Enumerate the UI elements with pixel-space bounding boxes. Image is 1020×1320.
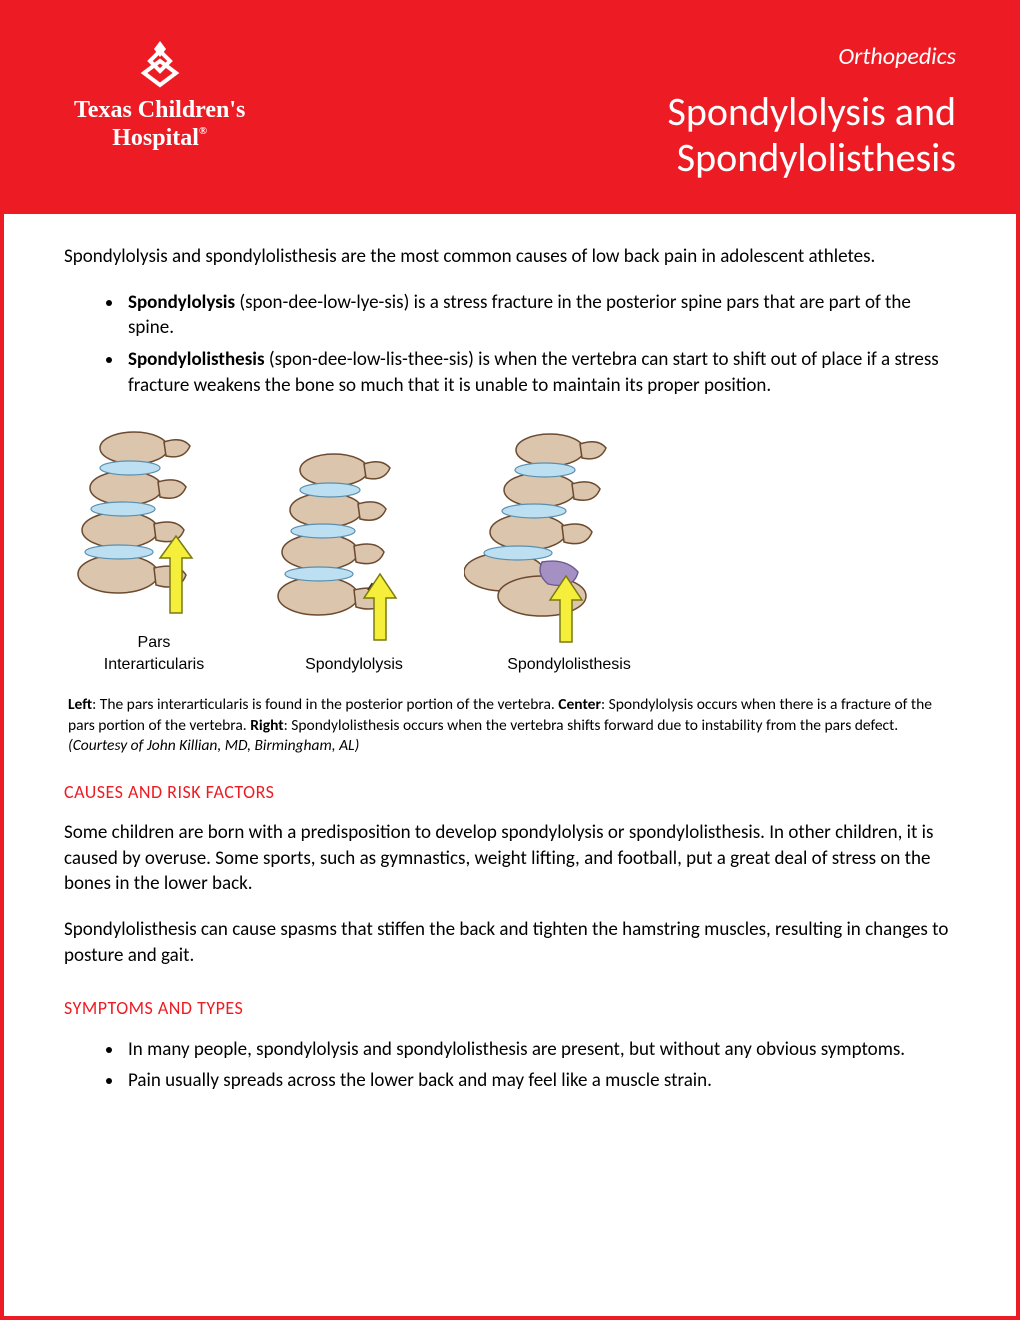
document-body: Spondylolysis and spondylolisthesis are … xyxy=(4,214,1016,1120)
logo-icon xyxy=(130,39,190,89)
header-banner: Texas Children's Hospital® Orthopedics S… xyxy=(4,4,1016,214)
body-paragraph: Some children are born with a predisposi… xyxy=(64,820,956,897)
figure-label: Pars Interarticularis xyxy=(104,632,204,675)
definition-item: Spondylolysis (spon-dee-low-lye-sis) is … xyxy=(124,290,956,341)
hospital-logo: Texas Children's Hospital® xyxy=(74,39,245,152)
figure-label: Spondylolisthesis xyxy=(507,654,631,676)
symptoms-list: In many people, spondylolysis and spondy… xyxy=(64,1037,956,1094)
department-label: Orthopedics xyxy=(667,42,956,71)
list-item: Pain usually spreads across the lower ba… xyxy=(124,1068,956,1094)
logo-line2: Hospital® xyxy=(74,125,245,153)
section-heading-symptoms: SYMPTOMS AND TYPES xyxy=(64,996,956,1020)
figure-panel-spondylolisthesis: Spondylolisthesis xyxy=(464,420,674,676)
figure-row: Pars Interarticularis xyxy=(64,418,956,675)
figure-panel-pars: Pars Interarticularis xyxy=(64,418,244,675)
logo-text: Texas Children's Hospital® xyxy=(74,97,245,152)
list-item: In many people, spondylolysis and spondy… xyxy=(124,1037,956,1063)
figure-panel-spondylolysis: Spondylolysis xyxy=(264,440,444,676)
logo-line1: Texas Children's xyxy=(74,97,245,125)
definition-item: Spondylolisthesis (spon-dee-low-lis-thee… xyxy=(124,347,956,398)
title-block: Orthopedics Spondylolysis and Spondyloli… xyxy=(667,34,956,181)
document-title: Spondylolysis and Spondylolisthesis xyxy=(667,89,956,181)
figure-caption: Left: The pars interarticularis is found… xyxy=(64,695,956,755)
section-heading-causes: CAUSES AND RISK FACTORS xyxy=(64,780,956,804)
spine-diagram-slip xyxy=(464,420,674,650)
spine-diagram-fracture xyxy=(264,440,444,650)
body-paragraph: Spondylolisthesis can cause spasms that … xyxy=(64,917,956,968)
page: Texas Children's Hospital® Orthopedics S… xyxy=(0,0,1020,1320)
figure-label: Spondylolysis xyxy=(305,654,403,676)
definitions-list: Spondylolysis (spon-dee-low-lye-sis) is … xyxy=(64,290,956,399)
intro-paragraph: Spondylolysis and spondylolisthesis are … xyxy=(64,244,956,270)
spine-diagram-normal xyxy=(64,418,244,628)
